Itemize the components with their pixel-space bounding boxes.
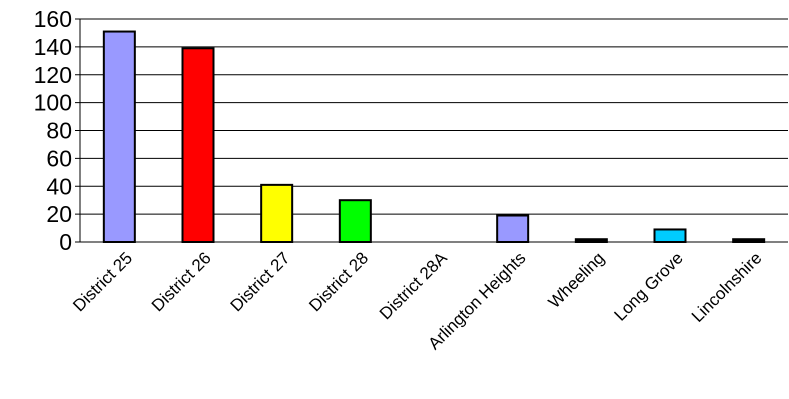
x-tick-label: District 25 (69, 248, 136, 315)
y-tick-label: 60 (46, 145, 72, 171)
x-tick-label: Lincolnshire (688, 248, 766, 326)
bar (181, 47, 215, 243)
bar (260, 183, 294, 243)
x-tick-label: Long Grove (611, 248, 687, 324)
bar (102, 30, 136, 244)
bar (338, 199, 372, 243)
x-tick-label: District 27 (227, 248, 294, 315)
y-tick-label: 160 (34, 6, 72, 32)
x-tick-label: District 26 (148, 248, 215, 315)
y-tick-label: 0 (59, 229, 72, 255)
y-tick-label: 20 (46, 201, 72, 227)
y-tick-label: 120 (34, 62, 72, 88)
y-tick-label: 140 (34, 34, 72, 60)
x-tick-label: Wheeling (545, 248, 609, 312)
y-tick-label: 80 (46, 118, 72, 144)
x-tick-label: District 28A (376, 248, 451, 323)
bar (653, 228, 687, 244)
x-tick-label: District 28 (305, 248, 372, 315)
x-axis: District 25 District 26 District 27 Distric… (69, 241, 788, 353)
bars (102, 30, 766, 244)
bar (496, 214, 530, 244)
y-tick-label: 40 (46, 173, 72, 199)
y-tick-label: 100 (34, 90, 72, 116)
